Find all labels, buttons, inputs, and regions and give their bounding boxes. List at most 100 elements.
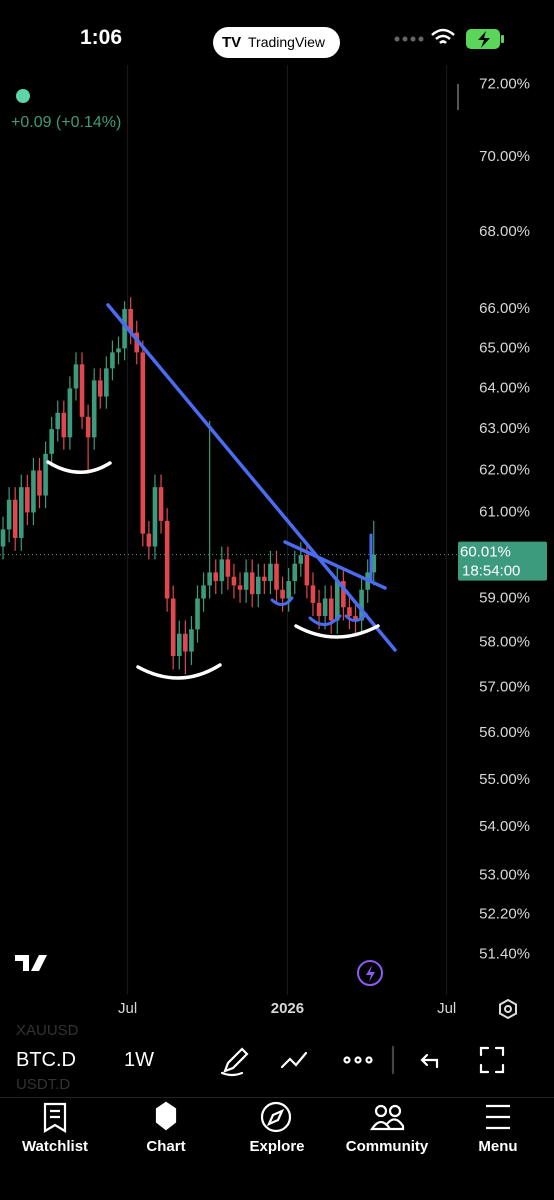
candle-body — [225, 559, 231, 577]
candle-body — [176, 633, 182, 657]
candle-body — [79, 364, 85, 417]
candle-body — [310, 585, 316, 603]
y-tick-label: 72.00% — [479, 75, 530, 92]
candle-body — [134, 332, 140, 353]
candle-body — [122, 308, 127, 349]
candle-body — [255, 576, 261, 595]
candle-body — [116, 348, 121, 353]
change: +0.09 (+0.14%) — [11, 114, 121, 131]
settings-button[interactable] — [499, 998, 517, 1020]
tab-label: Community — [345, 1138, 429, 1155]
candle-body — [25, 487, 30, 513]
undo-button[interactable] — [420, 1053, 439, 1069]
candle-body — [292, 563, 298, 582]
tab[interactable]: Community — [332, 1100, 442, 1170]
candle-body — [237, 585, 243, 590]
y-tick-label: 55.00% — [479, 771, 530, 788]
candle-body — [353, 616, 358, 621]
tab-label: Menu — [478, 1138, 518, 1155]
y-tick-label: 58.00% — [479, 634, 530, 651]
x-tick-label: Jul — [437, 1000, 456, 1017]
y-tick-label: 56.00% — [479, 724, 530, 741]
clock: 1:06 — [80, 26, 123, 49]
y-tick-label: 65.00% — [479, 339, 530, 356]
candle-body — [371, 554, 377, 573]
tab[interactable]: Watchlist — [0, 1100, 110, 1170]
candle-body — [97, 380, 103, 397]
candle-body — [73, 364, 79, 389]
drawing-tools-button[interactable] — [280, 1051, 308, 1069]
candle-body — [164, 520, 170, 599]
candle-body — [183, 633, 188, 652]
settings-icon — [504, 1005, 512, 1013]
brush-button[interactable] — [220, 1047, 249, 1077]
arc — [136, 663, 222, 680]
tab-label: Watchlist — [21, 1138, 89, 1155]
candle-body — [359, 589, 364, 621]
candle-body — [195, 598, 200, 630]
candle-body — [104, 368, 109, 397]
community-icon — [374, 1104, 388, 1118]
candle-body — [347, 607, 352, 617]
y-tick-label: 53.00% — [479, 866, 530, 883]
candle-body — [316, 602, 322, 617]
arc — [270, 596, 294, 606]
candle-body — [128, 308, 133, 333]
y-tick-label: 52.20% — [479, 906, 530, 923]
candle-body — [140, 352, 146, 534]
lightning-button[interactable] — [357, 960, 383, 986]
tv-watermark — [15, 955, 47, 971]
interval[interactable]: 1W — [124, 1049, 154, 1071]
tab[interactable]: Explore — [222, 1100, 332, 1170]
candle-body — [249, 572, 255, 595]
app-pill[interactable]: TV TradingView — [213, 27, 340, 58]
candle-body — [304, 555, 310, 586]
y-tick-label: 63.00% — [479, 420, 530, 437]
candle-body — [67, 388, 73, 438]
candle-body — [298, 555, 304, 564]
divider — [0, 1097, 554, 1098]
candle-body — [55, 412, 61, 430]
candle-body — [12, 499, 18, 538]
candle-body — [213, 572, 219, 582]
candle-body — [110, 352, 115, 369]
status-dot — [16, 89, 30, 103]
candle-body — [61, 412, 67, 438]
x-tick-label: 2026 — [271, 1000, 304, 1017]
y-tick-label: 62.00% — [479, 461, 530, 478]
candle-body — [0, 529, 6, 547]
tab[interactable]: Chart — [111, 1100, 221, 1170]
hidden-symbol: USDT.D — [16, 1076, 71, 1093]
more-button[interactable] — [343, 1056, 351, 1064]
fullscreen-button[interactable] — [479, 1046, 505, 1074]
tab[interactable]: Menu — [443, 1100, 553, 1170]
arc — [344, 612, 368, 622]
watchlist-icon — [43, 1102, 67, 1133]
candle-body — [328, 598, 334, 621]
logo: TV — [222, 34, 242, 51]
candle-body — [152, 487, 158, 547]
symbol[interactable]: BTC.D — [16, 1049, 76, 1071]
trend-line — [283, 540, 387, 590]
menu-icon — [486, 1104, 510, 1130]
arc — [46, 460, 112, 474]
candle-body — [334, 581, 340, 621]
candle-body — [170, 598, 176, 657]
candle-body — [243, 572, 249, 590]
toolbar-icons — [220, 1045, 505, 1077]
y-tick-label: 68.00% — [479, 223, 530, 240]
y-tick-label: 57.00% — [479, 679, 530, 696]
candle-body — [31, 470, 36, 513]
candle-body — [43, 453, 48, 496]
candle-body — [231, 576, 237, 586]
last-price-box — [458, 541, 547, 581]
hidden-symbol: XAUUSD — [16, 1022, 79, 1039]
lightning-icon — [366, 965, 375, 982]
y-tick-label: 66.00% — [479, 300, 530, 317]
candle-body — [189, 629, 194, 652]
candle-body — [322, 598, 328, 617]
candle-body — [268, 563, 273, 582]
last-price-label: 60.01% — [460, 544, 511, 561]
arc — [308, 614, 342, 626]
